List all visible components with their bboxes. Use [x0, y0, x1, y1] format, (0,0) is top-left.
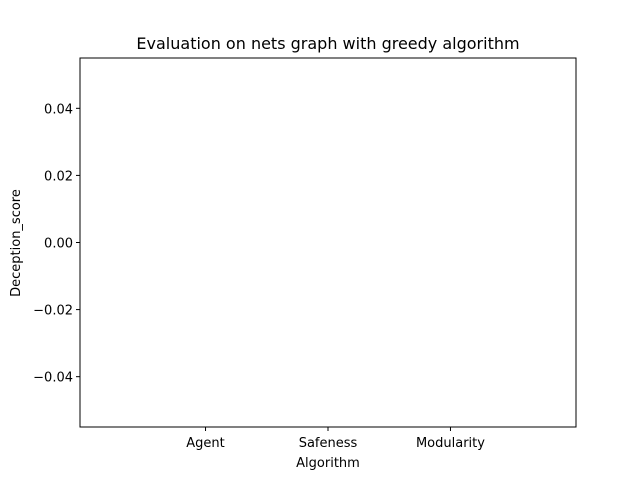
x-tick-label: Safeness	[299, 436, 358, 451]
x-tick-label: Agent	[186, 436, 224, 451]
y-axis: −0.04 −0.02 0.00 0.02 0.04	[33, 102, 80, 386]
y-tick-label: −0.04	[33, 371, 73, 386]
x-tick-label: Modularity	[416, 436, 485, 451]
x-axis-label: Algorithm	[296, 456, 360, 471]
chart-title: Evaluation on nets graph with greedy alg…	[136, 34, 519, 53]
x-axis: Agent Safeness Modularity	[186, 427, 485, 451]
y-tick-label: 0.00	[44, 237, 73, 252]
plot-area-frame	[79, 57, 577, 428]
y-tick-label: −0.02	[33, 304, 73, 319]
y-tick-label: 0.04	[44, 102, 73, 117]
y-tick-label: 0.02	[44, 169, 73, 184]
y-axis-label: Deception_score	[9, 189, 24, 297]
